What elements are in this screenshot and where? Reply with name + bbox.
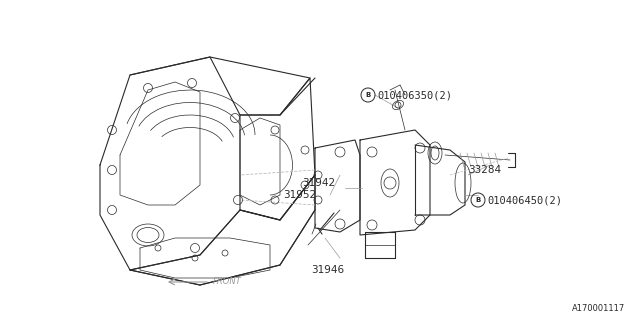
Text: FRONT: FRONT [213,277,242,286]
Text: A170001117: A170001117 [572,304,625,313]
Text: B: B [365,92,371,98]
Text: 33284: 33284 [468,165,501,175]
Text: 31942: 31942 [302,178,335,188]
Text: 31946: 31946 [312,265,344,275]
Text: B: B [476,197,481,203]
Text: 31952: 31952 [283,190,316,200]
Text: 010406350(2): 010406350(2) [377,90,452,100]
Text: 010406450(2): 010406450(2) [487,195,562,205]
